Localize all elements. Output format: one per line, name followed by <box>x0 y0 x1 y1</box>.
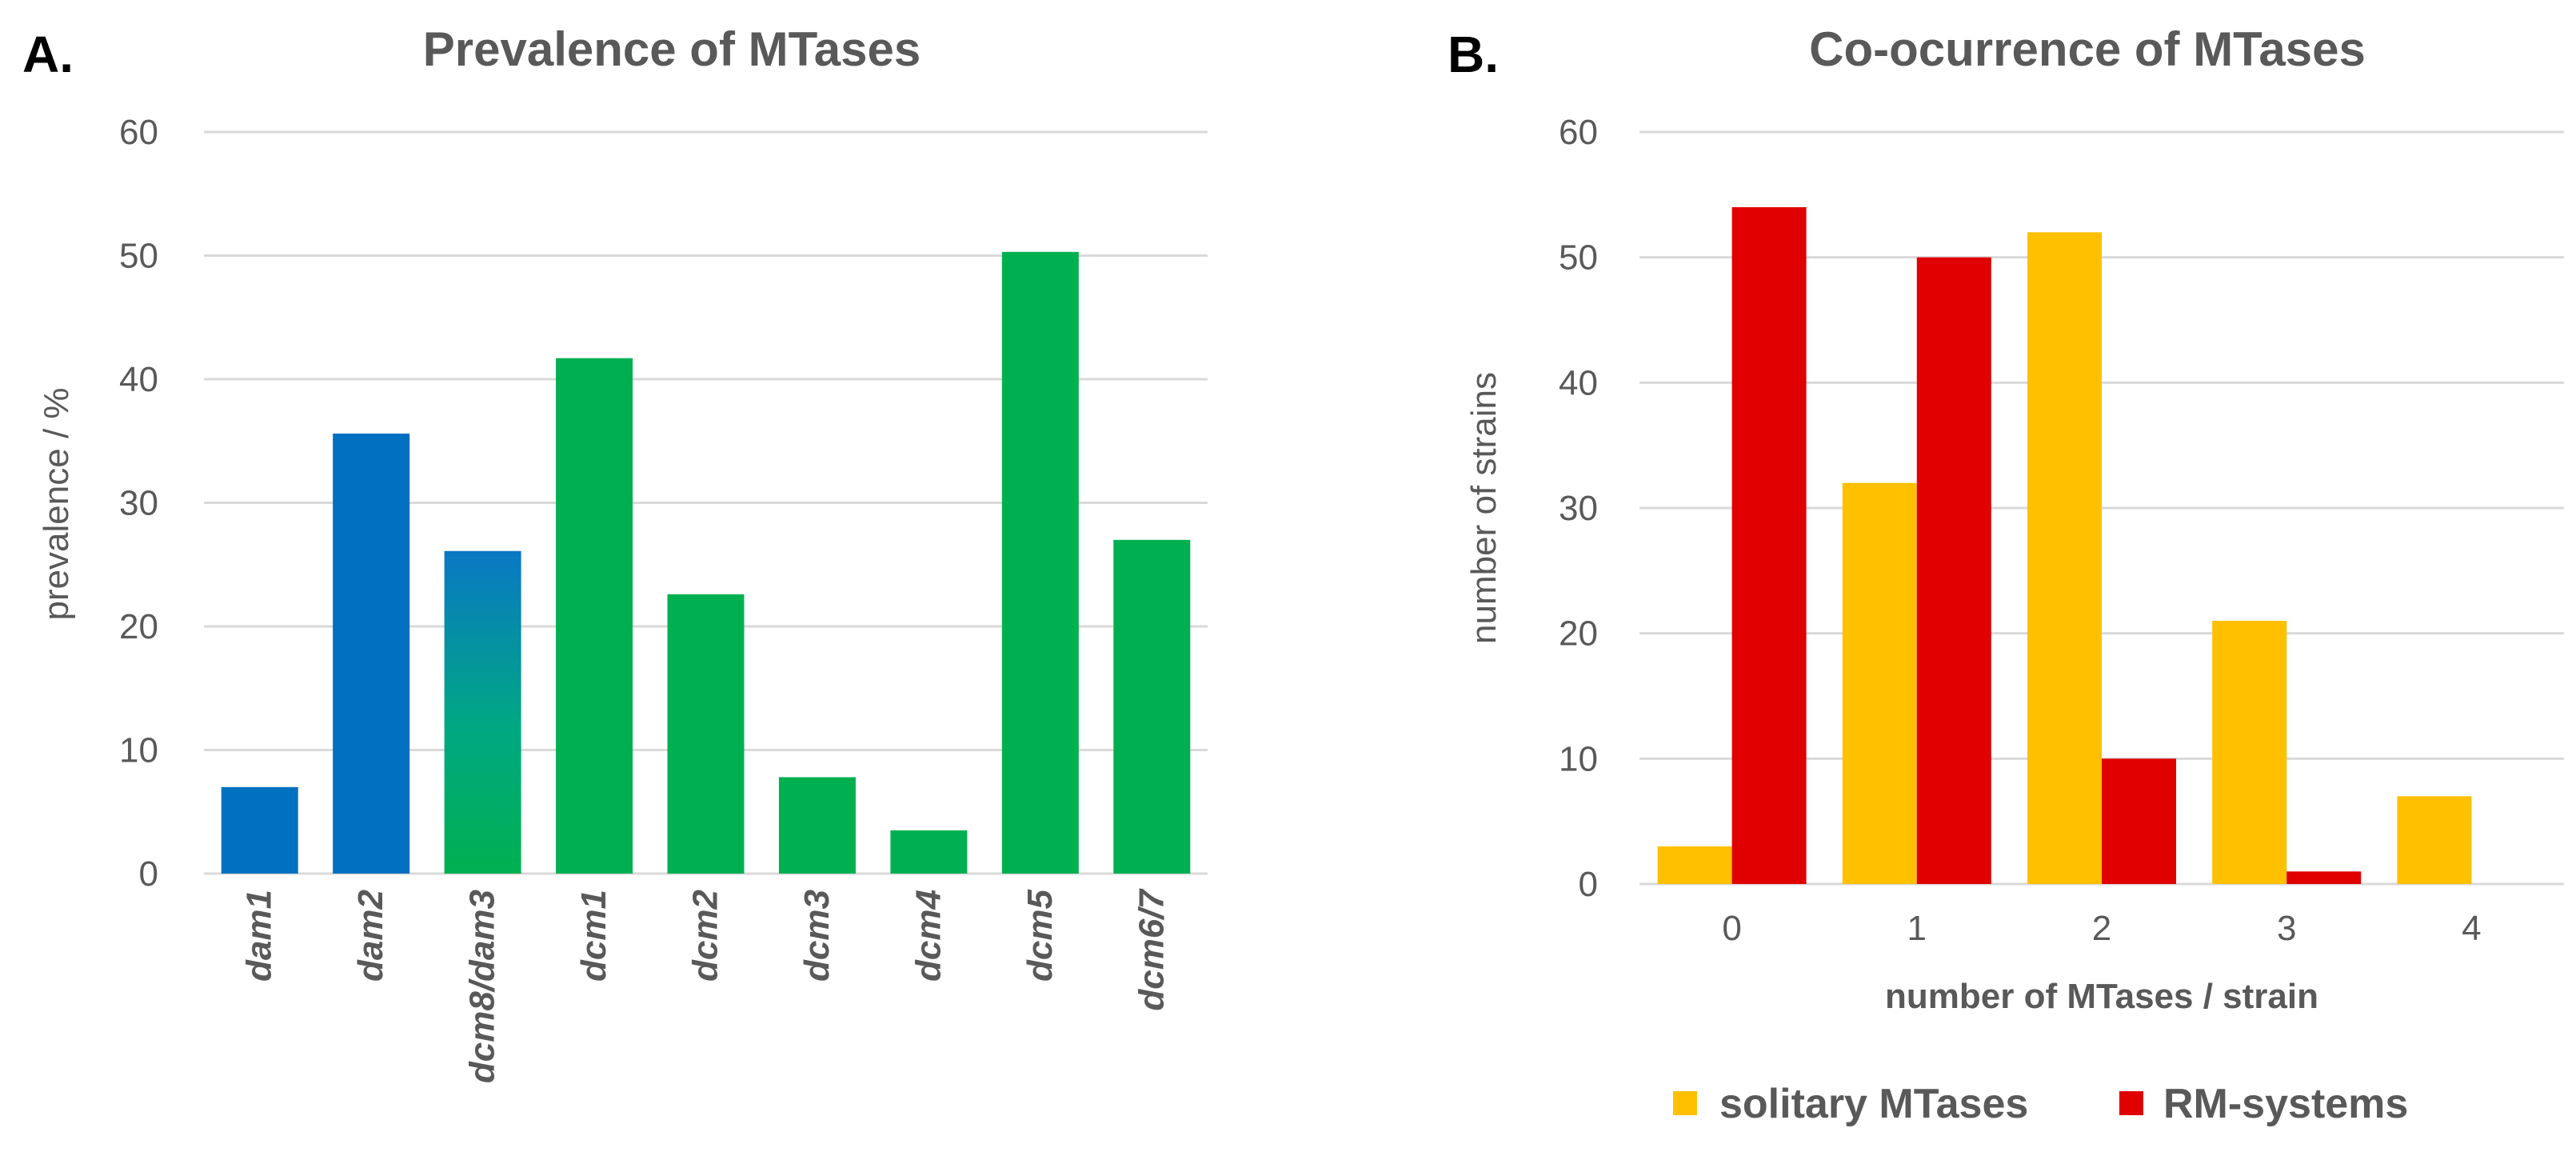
legend-label-solitary-mtases: solitary MTases <box>1719 1081 2028 1127</box>
panel-a-y-tick-label: 40 <box>119 360 158 399</box>
panel-b-bar-rm-3 <box>2286 871 2362 884</box>
panel-a-bar-dcm2 <box>667 594 745 874</box>
panel-a-category-label: dcm2 <box>686 889 725 981</box>
panel-a-y-ticks: 0 10 20 30 40 50 60 <box>119 113 158 894</box>
panel-b-y-tick-label: 10 <box>1559 739 1598 778</box>
panel-b-legend: solitary MTases RM-systems <box>1673 1081 2408 1127</box>
panel-a-category-label: dcm8/dam3 <box>463 890 502 1083</box>
panel-b-category-label: 3 <box>2277 909 2296 948</box>
panel-b-category-labels: 0 1 2 3 4 <box>1722 909 2481 948</box>
panel-b-bar-rm-2 <box>2102 758 2176 884</box>
panel-b-y-tick-label: 20 <box>1559 614 1598 654</box>
panel-a-y-tick-label: 50 <box>119 237 158 276</box>
panel-a-category-label: dcm4 <box>909 890 948 982</box>
panel-a-bar-dam2 <box>333 433 410 874</box>
panel-a-category-labels: dam1 dam2 dcm8/dam3 dcm1 dcm2 dcm3 dcm4 dcm5 dcm… <box>240 887 1172 1083</box>
panel-b-category-label: 1 <box>1907 909 1927 948</box>
panel-a-letter: A. <box>22 26 74 83</box>
panel-a-category-label: dcm6/7 <box>1132 887 1171 1010</box>
panel-a-bar-dcm5 <box>1001 251 1079 874</box>
panel-a-bar-dcm4 <box>890 830 968 874</box>
panel-b-bar-rm-0 <box>1731 207 1807 884</box>
panel-b-bar-solitary-0 <box>1657 846 1732 884</box>
panel-b-y-axis-label: number of strains <box>1464 372 1504 644</box>
panel-b-bar-solitary-3 <box>2212 621 2287 884</box>
panel-b-bar-solitary-1 <box>1842 482 1917 884</box>
panel-a-category-label: dcm1 <box>574 890 613 982</box>
panel-b-title: Co-ocurrence of MTases <box>1809 22 2366 76</box>
panel-b-bar-rm-1 <box>1916 257 1991 885</box>
panel-b-y-tick-label: 40 <box>1559 363 1598 402</box>
panel-a-y-tick-label: 0 <box>139 854 158 894</box>
panel-a-prevalence-chart: A. Prevalence of MTases 0 10 20 30 40 50 60 pr… <box>22 22 1208 1083</box>
panel-a-bars <box>221 251 1191 874</box>
panel-b-bar-solitary-2 <box>2027 232 2102 884</box>
panel-a-title: Prevalence of MTases <box>423 22 921 76</box>
panel-a-category-label: dcm3 <box>797 890 837 982</box>
panel-a-y-tick-label: 20 <box>119 607 158 646</box>
panel-a-category-label: dcm5 <box>1020 889 1060 981</box>
panel-b-bars <box>1657 207 2472 885</box>
panel-b-y-tick-label: 30 <box>1559 489 1598 528</box>
panel-b-letter: B. <box>1448 26 1499 83</box>
panel-a-y-tick-label: 10 <box>119 731 158 770</box>
panel-b-bar-solitary-4 <box>2397 796 2472 884</box>
legend-label-rm-systems: RM-systems <box>2163 1081 2408 1127</box>
panel-a-category-label: dam1 <box>240 890 279 982</box>
panel-a-bar-dcm3 <box>778 777 856 874</box>
panel-a-y-tick-label: 30 <box>119 484 158 523</box>
panel-a-bar-dam1 <box>221 786 298 874</box>
panel-b-cooccurrence-chart: B. Co-ocurrence of MTases 0102030405060 … <box>1448 22 2564 1127</box>
legend-swatch-solitary-mtases <box>1673 1091 1697 1115</box>
panel-b-y-ticks: 0 10 20 30 40 50 60 <box>1559 113 1598 904</box>
panel-b-x-axis-label: number of MTases / strain <box>1885 977 2318 1016</box>
panel-a-bar-dcm6-7 <box>1113 539 1191 874</box>
panel-b-y-tick-label: 60 <box>1559 113 1598 152</box>
panel-a-bar-dcm8-dam3 <box>444 550 521 874</box>
panel-b-category-label: 4 <box>2462 909 2481 948</box>
panel-a-y-tick-label: 60 <box>119 113 158 152</box>
panel-b-category-label: 0 <box>1722 909 1741 948</box>
panel-a-category-label: dam2 <box>351 889 390 981</box>
panel-b-y-tick-label: 0 <box>1579 865 1598 904</box>
panel-a-y-axis-label: prevalence / % <box>37 387 76 620</box>
panel-b-y-tick-label: 50 <box>1559 238 1598 278</box>
legend-swatch-rm-systems <box>2119 1091 2143 1115</box>
panel-a-bar-dcm1 <box>556 358 633 874</box>
panel-b-category-label: 2 <box>2092 909 2111 948</box>
